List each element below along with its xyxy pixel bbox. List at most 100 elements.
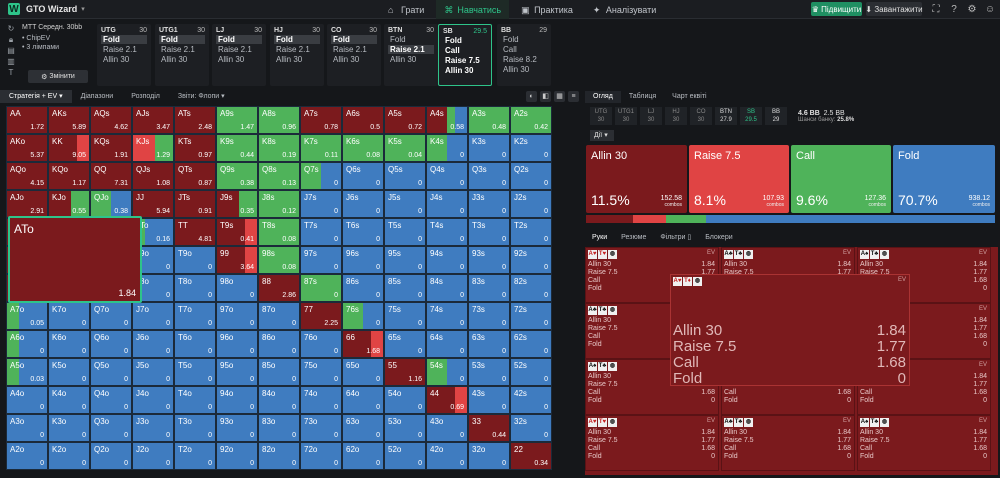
hand-cell[interactable]: 65s 0 (384, 330, 426, 358)
actions-dropdown[interactable]: Дії ▾ (590, 130, 614, 141)
hand-cell[interactable]: 65o 0 (342, 358, 384, 386)
hand-cell[interactable]: J6o 0 (132, 330, 174, 358)
hand-cell[interactable]: 43s 0 (468, 386, 510, 414)
hand-cell[interactable]: 86s 0 (342, 274, 384, 302)
hand-cell[interactable]: 75o 0 (300, 358, 342, 386)
hand-cell[interactable]: KJo 0.55 (48, 190, 90, 218)
hand-cell[interactable]: Q9s 0.38 (216, 162, 258, 190)
hand-cell[interactable]: T4s 0 (426, 218, 468, 246)
tab-blockers[interactable]: Блокери (705, 234, 733, 241)
position-action[interactable]: Raise 2.1 (388, 45, 434, 54)
position-action[interactable]: Raise 2.1 (103, 45, 137, 54)
hand-cell[interactable]: 33 0.44 (468, 414, 510, 442)
hand-cell[interactable]: 74s 0 (426, 302, 468, 330)
hand-cell[interactable]: T2o 0 (174, 442, 216, 470)
position-action[interactable]: Fold (216, 35, 262, 44)
position-action[interactable]: Fold (159, 35, 205, 44)
hand-cell[interactable]: A6s 0.5 (342, 106, 384, 134)
hand-cell[interactable]: T8o 0 (174, 274, 216, 302)
hand-cell[interactable]: J7s 0 (300, 190, 342, 218)
hand-cell[interactable]: K9s 0.44 (216, 134, 258, 162)
hand-cell[interactable]: K2s 0 (510, 134, 552, 162)
view-half-icon[interactable]: ◧ (540, 91, 551, 102)
hand-cell[interactable]: 98s 0.08 (258, 246, 300, 274)
lock-icon[interactable]: 🔒︎ (8, 35, 14, 44)
hand-cell[interactable]: 92s 0 (510, 246, 552, 274)
hand-cell[interactable]: 54s 0 (426, 358, 468, 386)
hand-cell[interactable]: K8s 0.19 (258, 134, 300, 162)
tab-overview[interactable]: Огляд (585, 91, 621, 103)
hand-cell[interactable]: TT 4.81 (174, 218, 216, 246)
hand-cell[interactable]: J6s 0 (342, 190, 384, 218)
hand-cell[interactable]: Q8s 0.13 (258, 162, 300, 190)
hand-cell[interactable]: 52s 0 (510, 358, 552, 386)
position-action[interactable]: Fold (503, 35, 519, 44)
hand-cell[interactable]: 64s 0 (426, 330, 468, 358)
hand-cell[interactable]: KQo 1.17 (48, 162, 90, 190)
hand-cell[interactable]: 88 2.86 (258, 274, 300, 302)
position-action[interactable]: Raise 2.1 (276, 45, 310, 54)
hand-cell[interactable]: 44 0.69 (426, 386, 468, 414)
hand-cell[interactable]: 99 3.64 (216, 246, 258, 274)
change-button[interactable]: ⚙ Змінити (28, 70, 88, 83)
hand-cell[interactable]: J4s 0 (426, 190, 468, 218)
help-icon[interactable]: ? (951, 3, 957, 15)
hand-cell[interactable]: 72s 0 (510, 302, 552, 330)
fullscreen-icon[interactable]: ⛶ (932, 3, 940, 15)
tab-table[interactable]: Таблиця (628, 93, 657, 100)
tab-equity-chart[interactable]: Чарт еквіті (672, 93, 707, 100)
hand-cell[interactable]: Q5o 0 (90, 358, 132, 386)
hand-cell[interactable]: 83o 0 (258, 414, 300, 442)
hand-cell[interactable]: A9s 1.47 (216, 106, 258, 134)
position-action[interactable]: Raise 2.1 (333, 45, 367, 54)
hand-cell[interactable]: 53o 0 (384, 414, 426, 442)
view-list-icon[interactable]: ≡ (568, 91, 579, 102)
hand-cell[interactable]: Q2s 0 (510, 162, 552, 190)
hand-cell[interactable]: K4s 0 (426, 134, 468, 162)
position-action[interactable]: Allin 30 (445, 66, 474, 75)
position-action[interactable]: Raise 2.1 (161, 45, 195, 54)
hand-combo-cell[interactable]: A♠T♣◍ EV Allin 30 1.84 Raise 7.5 1.77 Call 1.68… (857, 415, 991, 471)
hand-cell[interactable]: K4o 0 (48, 386, 90, 414)
hand-cell[interactable]: K7s 0.11 (300, 134, 342, 162)
hand-cell[interactable]: KJs 1.29 (132, 134, 174, 162)
position-utg[interactable]: UTG 30 Fold Raise 2.1 Allin 30 (97, 24, 151, 86)
chevron-down-icon[interactable]: ▾ (81, 6, 85, 13)
download-button[interactable]: ⬇ Завантажити (865, 2, 923, 16)
upgrade-button[interactable]: ♛ Підвищити (811, 2, 862, 16)
nav-play[interactable]: ⌂ Грати (388, 4, 425, 16)
action-summary-card[interactable]: Raise 7.5 8.1% 107.93 combos (689, 145, 789, 213)
hand-cell[interactable]: 43o 0 (426, 414, 468, 442)
hand-cell[interactable]: K5s 0.04 (384, 134, 426, 162)
position-action[interactable]: Allin 30 (390, 55, 417, 64)
hand-cell[interactable]: AJs 3.47 (132, 106, 174, 134)
hand-cell[interactable]: AJo 2.91 (6, 190, 48, 218)
hand-cell[interactable]: A2s 0.42 (510, 106, 552, 134)
tab-summary[interactable]: Резюме (621, 234, 647, 241)
hand-cell[interactable]: 66 1.68 (342, 330, 384, 358)
hand-cell[interactable]: 84o 0 (258, 386, 300, 414)
hand-cell[interactable]: 84s 0 (426, 274, 468, 302)
position-action[interactable]: Fold (445, 36, 462, 45)
hand-cell[interactable]: 96o 0 (216, 330, 258, 358)
hand-cell[interactable]: Q4s 0 (426, 162, 468, 190)
hand-cell[interactable]: KK 9.05 (48, 134, 90, 162)
save-icon[interactable]: ▤ (7, 46, 15, 55)
position-action[interactable]: Call (503, 45, 517, 54)
action-summary-card[interactable]: Fold 70.7% 938.12 combos (893, 145, 995, 213)
hand-cell[interactable]: J5s 0 (384, 190, 426, 218)
hand-cell[interactable]: Q3o 0 (90, 414, 132, 442)
hand-cell[interactable]: 42o 0 (426, 442, 468, 470)
hand-cell[interactable]: T7o 0 (174, 302, 216, 330)
position-action[interactable]: Raise 7.5 (445, 56, 480, 65)
hand-cell[interactable]: 96s 0 (342, 246, 384, 274)
hand-cell[interactable]: K2o 0 (48, 442, 90, 470)
text-icon[interactable]: T (8, 68, 14, 77)
position-utg1[interactable]: UTG1 30 Fold Raise 2.1 Allin 30 (155, 24, 209, 86)
hand-cell[interactable]: QQ 7.31 (90, 162, 132, 190)
action-summary-card[interactable]: Allin 30 11.5% 152.58 combos (586, 145, 687, 213)
mini-position-bb[interactable]: BB 29 (765, 107, 787, 125)
hand-cell[interactable]: 97o 0 (216, 302, 258, 330)
position-action[interactable]: Fold (390, 35, 406, 44)
hand-cell[interactable]: 97s 0 (300, 246, 342, 274)
